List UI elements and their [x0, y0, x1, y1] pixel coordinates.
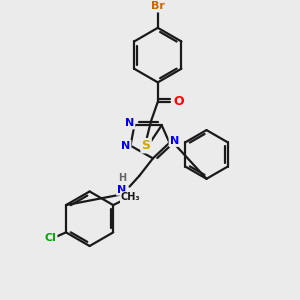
Text: H: H [118, 173, 126, 183]
Text: N: N [121, 141, 130, 151]
Text: CH₃: CH₃ [121, 192, 141, 202]
Text: O: O [173, 95, 184, 108]
Text: Cl: Cl [44, 233, 56, 243]
Text: S: S [142, 139, 151, 152]
Text: Br: Br [151, 2, 165, 11]
Text: N: N [117, 184, 126, 194]
Text: N: N [170, 136, 179, 146]
Text: N: N [125, 118, 134, 128]
